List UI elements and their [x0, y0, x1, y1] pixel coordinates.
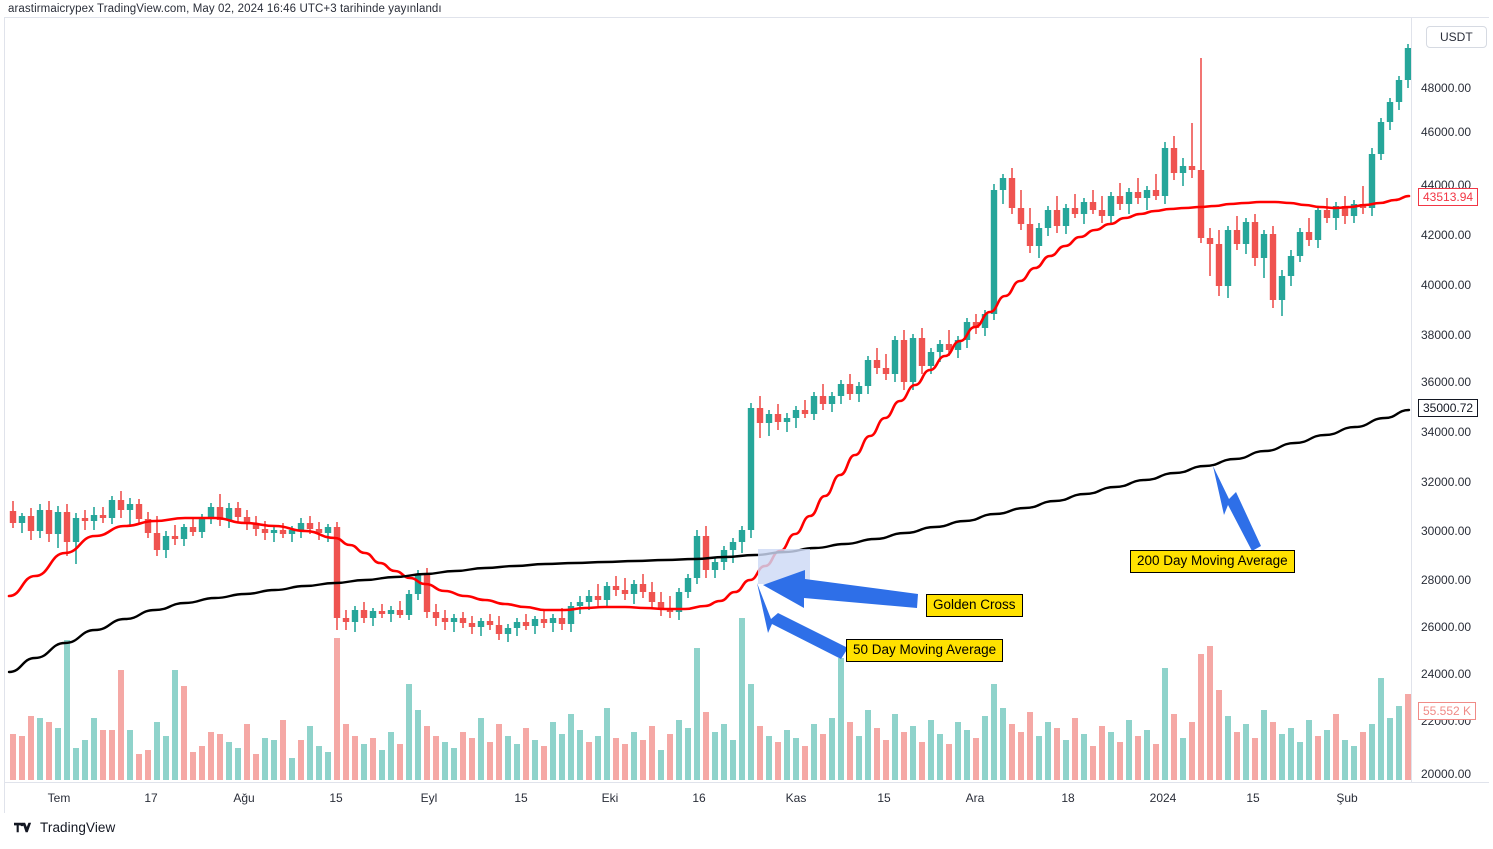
- price-tick: 38000.00: [1421, 328, 1472, 342]
- price-tick: 30000.00: [1421, 524, 1472, 538]
- annotation-200-day-ma[interactable]: 200 Day Moving Average: [1130, 550, 1295, 574]
- price-tick: 48000.00: [1421, 81, 1472, 95]
- time-tick: 15: [1246, 791, 1260, 805]
- price-tick: 20000.00: [1421, 767, 1472, 781]
- time-tick: Şub: [1336, 791, 1358, 805]
- ma200-price-label: 35000.72: [1418, 399, 1479, 417]
- candlestick-plot: [7, 44, 1411, 780]
- annotation-golden-cross[interactable]: Golden Cross: [926, 594, 1023, 618]
- price-axis[interactable]: USDT 48000.00 46000.00 44000.00 42000.00 400…: [1411, 18, 1489, 782]
- arrow-left-icon: [763, 570, 918, 608]
- volume-value-label: 55.552 K: [1418, 702, 1477, 720]
- chart-frame: Golden Cross 50 Day Moving Average 200 D…: [4, 17, 1489, 813]
- time-tick: Tem: [47, 791, 71, 805]
- volume-bars: [10, 618, 1411, 780]
- footer-brand[interactable]: TradingView: [14, 820, 115, 835]
- time-tick: Eyl: [420, 791, 438, 805]
- time-tick: 15: [877, 791, 891, 805]
- price-tick: 26000.00: [1421, 620, 1472, 634]
- price-tick: 32000.00: [1421, 475, 1472, 489]
- time-tick: 15: [514, 791, 528, 805]
- price-tick: 42000.00: [1421, 228, 1472, 242]
- arrow-up-left-icon-2: [1213, 466, 1261, 551]
- price-tick: 46000.00: [1421, 125, 1472, 139]
- currency-badge[interactable]: USDT: [1426, 26, 1487, 48]
- time-tick: Ara: [965, 791, 985, 805]
- time-tick: Eki: [601, 791, 619, 805]
- arrow-up-left-icon: [757, 583, 848, 659]
- time-tick: 18: [1061, 791, 1075, 805]
- time-tick: 2024: [1149, 791, 1177, 805]
- annotation-label: 50 Day Moving Average: [853, 642, 997, 657]
- price-tick: 40000.00: [1421, 278, 1472, 292]
- price-tick: 24000.00: [1421, 667, 1472, 681]
- ma200-line: [7, 408, 1411, 674]
- annotation-50-day-ma[interactable]: 50 Day Moving Average: [846, 639, 1004, 663]
- time-tick: Ağu: [233, 791, 255, 805]
- price-tick: 28000.00: [1421, 573, 1472, 587]
- ma50-line: [7, 194, 1411, 612]
- price-pane[interactable]: Golden Cross 50 Day Moving Average 200 D…: [5, 18, 1411, 782]
- tradingview-logo-icon: [14, 822, 32, 833]
- price-tick: 36000.00: [1421, 375, 1472, 389]
- time-tick: 15: [329, 791, 343, 805]
- attribution-text: arastirmaicrypex TradingView.com, May 02…: [8, 2, 442, 15]
- last-price-label: 43513.94: [1418, 188, 1479, 206]
- footer-brand-text: TradingView: [40, 820, 116, 835]
- time-tick: Kas: [785, 791, 807, 805]
- time-tick: 17: [144, 791, 158, 805]
- attribution-header: arastirmaicrypex TradingView.com, May 02…: [0, 0, 1493, 17]
- annotation-label: 200 Day Moving Average: [1137, 553, 1288, 568]
- price-tick: 34000.00: [1421, 425, 1472, 439]
- annotation-label: Golden Cross: [933, 597, 1016, 612]
- time-axis[interactable]: Tem 17 Ağu 15 Eyl 15 Eki 16 Kas 15 Ara 18 2024 15 Şub: [5, 782, 1489, 813]
- time-tick: 16: [692, 791, 706, 805]
- annotation-arrows: [757, 466, 1261, 659]
